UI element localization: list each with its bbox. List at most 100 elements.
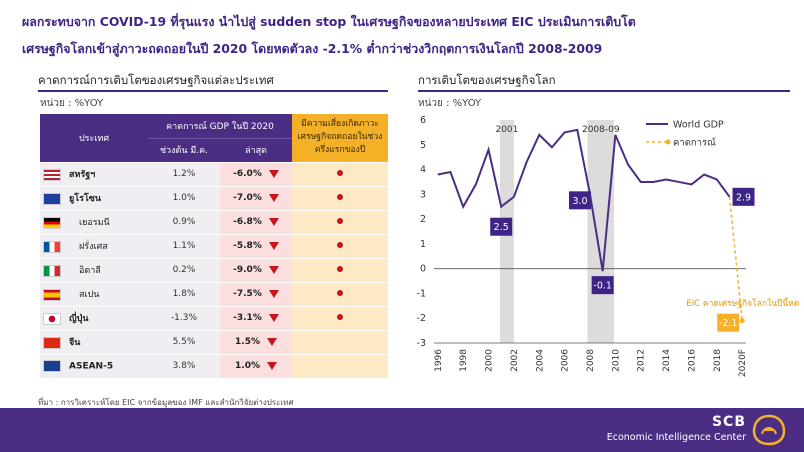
us-flag-icon <box>43 168 61 181</box>
right-title-underline <box>418 90 790 92</box>
latest-value-cell: 1.5% <box>220 330 292 355</box>
x-tick-label: 2014 <box>662 349 672 372</box>
latest-value: -9.0% <box>233 265 262 275</box>
latest-value-cell: -3.1% <box>220 306 292 331</box>
latest-value: -7.5% <box>233 289 262 299</box>
country-cell: เยอรมนี <box>40 210 148 235</box>
recession-risk-cell <box>292 258 388 283</box>
country-cell: จีน <box>40 330 148 355</box>
recession-dot-icon <box>337 218 343 224</box>
country-cell: ญี่ปุ่น <box>40 306 148 331</box>
data-label-box <box>591 276 614 295</box>
x-tick-label: 2020F <box>738 349 748 377</box>
begin-march-value: 1.2% <box>148 162 220 187</box>
x-tick-label: 2000 <box>485 349 495 372</box>
begin-march-value: 1.0% <box>148 186 220 211</box>
latest-value-cell: 1.0% <box>220 354 292 379</box>
data-label: 2.5 <box>494 222 509 233</box>
y-tick-label: 4 <box>420 165 426 176</box>
begin-march-value: 0.2% <box>148 258 220 283</box>
begin-march-value: 0.9% <box>148 210 220 235</box>
latest-value: 1.5% <box>235 337 260 347</box>
latest-value-cell: -6.0% <box>220 162 292 187</box>
country-name: ASEAN-5 <box>69 361 114 372</box>
x-tick-label: 2004 <box>535 349 545 372</box>
table-row: จีน 5.5% 1.5% <box>40 330 388 355</box>
brand-subtitle: Economic Intelligence Center <box>606 432 746 443</box>
headline-line-1: ผลกระทบจาก COVID-19 ที่รุนแรง นำไปสู่ su… <box>22 14 636 29</box>
recession-risk-cell <box>292 186 388 211</box>
country-name: เยอรมนี <box>79 218 110 228</box>
es-flag-icon <box>43 288 61 301</box>
x-tick-label: 2012 <box>637 349 647 372</box>
recession-risk-cell <box>292 162 388 187</box>
y-tick-label: -3 <box>417 338 426 349</box>
x-tick-label: 2010 <box>611 349 621 372</box>
right-unit-label: หน่วย : %YOY <box>418 98 482 109</box>
data-label-box <box>490 217 513 236</box>
it-flag-icon <box>43 264 61 277</box>
data-label: -2.1 <box>719 318 738 329</box>
legend-forecast-point <box>665 139 671 145</box>
recession-dot-icon <box>337 170 343 176</box>
forecast-annotation: EIC คาดเศรษฐกิจโลกในปีนี้หดตัวที่ <box>686 297 800 309</box>
data-label: 3.0 <box>572 196 587 207</box>
table-row: สหรัฐฯ 1.2% -6.0% <box>40 162 388 187</box>
latest-value-cell: -7.0% <box>220 186 292 211</box>
header-latest: ล่าสุด <box>220 138 292 163</box>
left-unit-label: หน่วย : %YOY <box>40 98 104 109</box>
country-name: ญี่ปุ่น <box>69 314 89 324</box>
y-tick-label: 2 <box>420 214 426 225</box>
data-label: 2.9 <box>736 192 751 203</box>
down-arrow-icon <box>268 313 279 322</box>
table-row: สเปน 1.8% -7.5% <box>40 282 388 307</box>
recession-risk-cell <box>292 330 388 355</box>
y-tick-label: 6 <box>420 115 426 126</box>
down-arrow-icon <box>268 241 279 250</box>
down-arrow-icon <box>266 337 277 346</box>
footer-bar <box>0 408 804 452</box>
scb-logo-icon <box>752 414 786 446</box>
latest-value: -3.1% <box>233 313 262 323</box>
table-row: ญี่ปุ่น -1.3% -3.1% <box>40 306 388 331</box>
gdp-forecast-table: ประเทศ คาดการณ์ GDP ในปี 2020 มีความเสี่… <box>40 114 388 379</box>
legend-forecast-label: คาดการณ์ <box>673 137 716 149</box>
country-cell: ฝรั่งเศส <box>40 234 148 259</box>
x-tick-label: 1996 <box>434 349 444 372</box>
recession-risk-cell <box>292 210 388 235</box>
cn-flag-icon <box>43 336 61 349</box>
brand-name: SCB <box>711 414 746 430</box>
header-recession-risk-text: มีความเสี่ยงเกิดภาวะเศรษฐกิจถดถอยในช่วงค… <box>297 119 383 156</box>
table-row: ASEAN-5 3.8% 1.0% <box>40 354 388 379</box>
down-arrow-icon <box>268 169 279 178</box>
forecast-end-point <box>739 318 745 324</box>
latest-value-cell: -9.0% <box>220 258 292 283</box>
y-tick-label: 1 <box>420 239 426 250</box>
x-tick-label: 2018 <box>713 349 723 372</box>
begin-march-value: 5.5% <box>148 330 220 355</box>
source-note: ที่มา : การวิเคราะห์โดย EIC จากข้อมูลของ… <box>38 398 294 407</box>
eu-flag-icon <box>43 192 61 205</box>
left-panel-title: คาดการณ์การเติบโตของเศรษฐกิจแต่ละประเทศ <box>38 73 274 87</box>
country-name: สหรัฐฯ <box>69 170 96 180</box>
recession-dot-icon <box>337 314 343 320</box>
table-row: ฝรั่งเศส 1.1% -5.8% <box>40 234 388 259</box>
recession-dot-icon <box>337 266 343 272</box>
country-name: ยูโรโซน <box>69 194 102 204</box>
headline: ผลกระทบจาก COVID-19 ที่รุนแรง นำไปสู่ su… <box>22 8 792 62</box>
x-tick-label: 1998 <box>459 349 469 372</box>
table-row: อิตาลี 0.2% -9.0% <box>40 258 388 283</box>
asean-flag-icon <box>43 360 61 372</box>
table-row: เยอรมนี 0.9% -6.8% <box>40 210 388 235</box>
down-arrow-icon <box>268 193 279 202</box>
data-label-box <box>569 191 591 210</box>
latest-value-cell: -6.8% <box>220 210 292 235</box>
recession-risk-cell <box>292 282 388 307</box>
de-flag-icon <box>43 216 61 229</box>
y-tick-label: 5 <box>420 140 426 151</box>
y-tick-label: 0 <box>420 264 426 275</box>
x-tick-label: 2016 <box>687 349 697 372</box>
recession-risk-cell <box>292 354 388 379</box>
down-arrow-icon <box>266 361 277 370</box>
country-name: ฝรั่งเศส <box>79 242 108 252</box>
